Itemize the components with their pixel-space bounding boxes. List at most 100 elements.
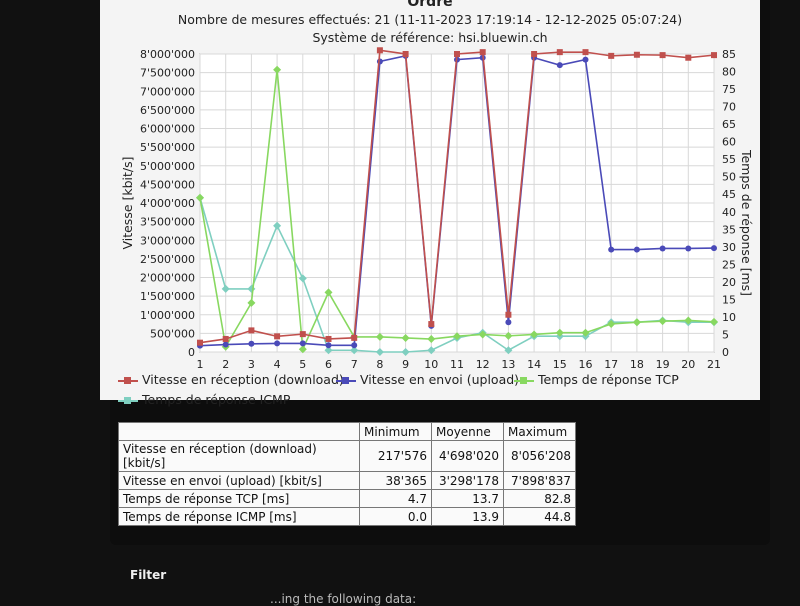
filter-heading[interactable]: Filter xyxy=(130,568,167,582)
legend-label: Temps de réponse ICMP xyxy=(142,392,291,407)
y2-tick-label: 5 xyxy=(722,328,729,341)
y2-tick-label: 60 xyxy=(722,136,736,149)
legend-swatch-icon xyxy=(118,396,138,406)
data-point xyxy=(197,339,203,346)
data-point xyxy=(608,246,615,253)
y-tick-label: 5'500'000 xyxy=(140,141,195,154)
line-chart: 0 500'000 1'000'000 1'500'000 2'000'000 2'500… xyxy=(120,47,754,371)
data-point xyxy=(350,346,359,355)
legend-label: Vitesse en envoi (upload) xyxy=(360,372,520,387)
stats-header-min: Minimum xyxy=(359,422,432,441)
data-point xyxy=(299,340,306,347)
data-point xyxy=(248,327,255,334)
data-point xyxy=(299,331,306,338)
stats-row: Temps de réponse ICMP [ms] 0.0 13.9 44.8 xyxy=(118,507,576,526)
data-point xyxy=(504,346,513,355)
data-point xyxy=(633,246,640,253)
y-tick-label: 6'500'000 xyxy=(140,104,195,117)
x-tick-label: 6 xyxy=(325,358,332,371)
y-tick-label: 4'000'000 xyxy=(140,197,195,210)
data-point xyxy=(453,332,461,341)
data-point xyxy=(685,245,692,252)
data-point xyxy=(633,51,640,58)
x-tick-label: 15 xyxy=(553,358,567,371)
x-tick-label: 9 xyxy=(402,358,409,371)
stats-max: 82.8 xyxy=(503,489,576,508)
statistics-table: Minimum Moyenne Maximum Vitesse en récep… xyxy=(118,422,576,526)
y2-tick-label: 50 xyxy=(722,171,736,184)
data-point xyxy=(298,274,307,283)
data-point xyxy=(582,49,589,56)
data-point xyxy=(401,348,410,356)
data-point xyxy=(711,52,717,59)
y-axis-label: Vitesse [kbit/s] xyxy=(120,156,135,249)
stats-min: 4.7 xyxy=(359,489,432,508)
y-tick-label: 7'500'000 xyxy=(140,67,195,80)
data-point xyxy=(505,311,512,318)
y-tick-label: 1'500'000 xyxy=(140,290,195,303)
filter-description: ...ing the following data: xyxy=(270,592,417,606)
y2-axis-label: Temps de réponse [ms] xyxy=(739,149,754,296)
y-tick-label: 1'000'000 xyxy=(140,309,195,322)
data-point xyxy=(556,62,563,69)
data-point xyxy=(351,334,358,341)
chart-title: Ordre xyxy=(407,0,453,10)
data-point xyxy=(505,319,512,326)
stats-header-empty xyxy=(118,422,360,441)
data-point xyxy=(659,245,666,252)
y-tick-label: 2'500'000 xyxy=(140,253,195,266)
data-point xyxy=(454,51,460,57)
data-point xyxy=(531,51,538,57)
data-point xyxy=(479,49,486,56)
data-point xyxy=(608,52,615,59)
data-point xyxy=(325,335,332,342)
data-point xyxy=(222,341,229,348)
data-point xyxy=(248,340,255,347)
y-tick-label: 6'000'000 xyxy=(140,123,195,136)
stats-header-avg: Moyenne xyxy=(431,422,504,441)
y2-tick-label: 15 xyxy=(722,293,736,306)
y-tick-label: 3'000'000 xyxy=(140,234,195,247)
y-tick-label: 4'500'000 xyxy=(140,178,195,191)
x-tick-label: 16 xyxy=(579,358,593,371)
stats-label: Vitesse en envoi (upload) [kbit/s] xyxy=(118,471,360,490)
y2-tick-label: 0 xyxy=(722,346,729,359)
data-point xyxy=(273,221,282,230)
x-tick-label: 1 xyxy=(197,358,204,371)
legend-item: Temps de réponse ICMP xyxy=(118,392,290,407)
data-point xyxy=(710,317,718,326)
y2-tick-label: 25 xyxy=(722,258,736,271)
x-tick-label: 3 xyxy=(248,358,255,371)
legend-item: Temps de réponse TCP xyxy=(514,372,679,387)
stats-min: 38'365 xyxy=(359,471,432,490)
x-tick-label: 21 xyxy=(707,358,721,371)
data-point xyxy=(685,54,692,61)
data-point xyxy=(427,346,436,355)
y2-tick-label: 30 xyxy=(722,241,736,254)
legend-label: Vitesse en réception (download) xyxy=(142,372,344,387)
stats-max: 8'056'208 xyxy=(503,440,576,472)
y2-tick-label: 45 xyxy=(722,188,736,201)
y2-tick-label: 85 xyxy=(722,48,736,61)
x-tick-label: 17 xyxy=(604,358,618,371)
legend-swatch-icon xyxy=(118,376,138,386)
y-tick-label: 7'000'000 xyxy=(140,85,195,98)
y2-tick-label: 40 xyxy=(722,206,736,219)
data-point xyxy=(298,345,307,354)
data-point xyxy=(659,52,666,59)
data-point xyxy=(324,288,333,297)
data-point xyxy=(607,319,616,328)
x-tick-label: 11 xyxy=(450,358,464,371)
data-point xyxy=(375,348,384,356)
y-tick-label: 2'000'000 xyxy=(140,272,195,285)
data-point xyxy=(351,342,358,349)
x-tick-label: 18 xyxy=(630,358,644,371)
x-tick-label: 2 xyxy=(222,358,229,371)
data-point xyxy=(274,333,281,340)
y2-tick-label: 75 xyxy=(722,83,736,96)
x-tick-label: 13 xyxy=(501,358,515,371)
data-point xyxy=(247,298,256,307)
data-point xyxy=(324,346,333,355)
data-point xyxy=(402,51,409,57)
stats-label: Temps de réponse TCP [ms] xyxy=(118,489,360,508)
